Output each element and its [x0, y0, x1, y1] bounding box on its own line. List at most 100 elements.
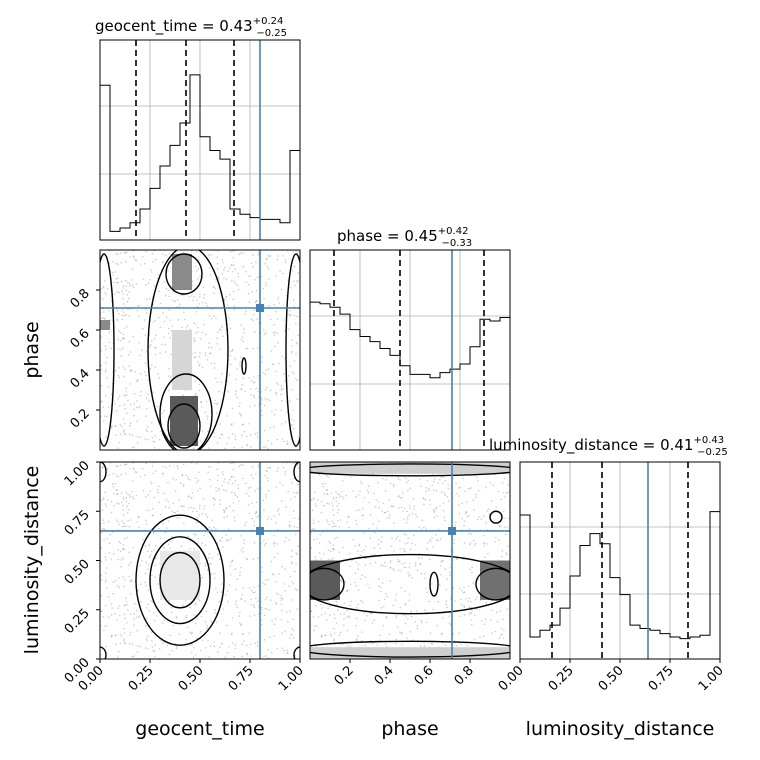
sample-point [291, 481, 294, 484]
sample-point [294, 496, 296, 498]
sample-point [193, 356, 196, 358]
sample-point [405, 602, 407, 605]
sample-point [485, 486, 487, 489]
sample-point [240, 464, 242, 466]
sample-point [102, 287, 105, 289]
sample-point [503, 477, 506, 480]
sample-point [168, 464, 171, 467]
sample-point [434, 478, 436, 480]
sample-point [242, 424, 244, 426]
sample-point [125, 387, 128, 390]
sample-point [104, 345, 107, 348]
sample-point [405, 522, 408, 524]
sample-point [404, 542, 407, 545]
sample-point [265, 331, 267, 334]
sample-point [240, 415, 242, 417]
sample-point [333, 538, 336, 540]
sample-point [128, 282, 131, 285]
sample-point [125, 622, 128, 624]
sample-point [289, 309, 291, 312]
sample-point [253, 394, 255, 397]
sample-point [133, 392, 136, 395]
sample-point [282, 598, 284, 600]
sample-point [201, 542, 203, 545]
sample-point [271, 620, 273, 622]
sample-point [393, 483, 395, 486]
sample-point [389, 579, 392, 582]
sample-point [332, 504, 334, 507]
sample-point [141, 467, 144, 470]
sample-point [326, 502, 329, 505]
sample-point [238, 253, 241, 256]
sample-point [168, 520, 170, 523]
sample-point [257, 466, 260, 468]
sample-point [380, 564, 382, 566]
sample-point [321, 607, 323, 609]
sample-point [129, 255, 132, 258]
sample-point [201, 639, 204, 642]
sample-point [201, 331, 203, 334]
sample-point [292, 462, 294, 465]
sample-point [489, 481, 491, 484]
sample-point [105, 625, 108, 627]
sample-point [272, 332, 275, 334]
sample-point [317, 616, 320, 618]
sample-point [283, 649, 285, 652]
sample-point [191, 644, 193, 646]
sample-point [219, 292, 222, 294]
sample-point [267, 448, 270, 450]
sample-point [210, 254, 212, 256]
sample-point [197, 278, 199, 280]
sample-point [131, 643, 134, 646]
sample-point [366, 615, 368, 617]
sample-point [207, 254, 210, 256]
sample-point [284, 471, 287, 473]
sample-point [180, 545, 183, 548]
sample-point [410, 611, 413, 614]
sample-point [310, 499, 313, 501]
axes-frame [99, 39, 301, 241]
sample-point [389, 559, 392, 562]
sample-point [507, 545, 510, 547]
sample-point [467, 600, 469, 603]
sample-point [491, 632, 493, 635]
sample-point [270, 350, 273, 352]
sample-point [231, 433, 234, 435]
sample-point [274, 541, 276, 544]
sample-point [126, 325, 129, 328]
sample-point [165, 254, 167, 257]
sample-point [407, 617, 409, 620]
sample-point [206, 358, 209, 361]
sample-point [250, 394, 253, 396]
sample-point [452, 551, 455, 553]
sample-point [333, 632, 336, 634]
sample-point [501, 481, 504, 484]
sample-point [267, 489, 270, 492]
sample-point [373, 492, 375, 495]
sample-point [116, 502, 119, 505]
title-equals: = [382, 227, 404, 245]
sample-point [155, 258, 157, 261]
sample-point [151, 601, 154, 603]
sample-point [277, 255, 279, 257]
sample-point [232, 509, 235, 512]
sample-point [267, 578, 270, 581]
sample-point [277, 467, 279, 469]
sample-point [127, 519, 129, 522]
sample-point [337, 509, 340, 511]
sample-point [227, 390, 230, 393]
sample-point [294, 654, 297, 657]
sample-point [291, 350, 293, 353]
sample-point [151, 364, 153, 366]
sample-point [217, 402, 219, 405]
sample-point [165, 287, 168, 290]
sample-point [459, 643, 462, 645]
luminosity_distance-hist-panel [519, 461, 721, 660]
sample-point [385, 592, 387, 595]
sample-point [320, 500, 323, 503]
sample-point [290, 525, 292, 527]
sample-point [216, 468, 218, 470]
sample-point [145, 284, 147, 286]
sample-point [124, 463, 127, 465]
sample-point [330, 634, 333, 637]
